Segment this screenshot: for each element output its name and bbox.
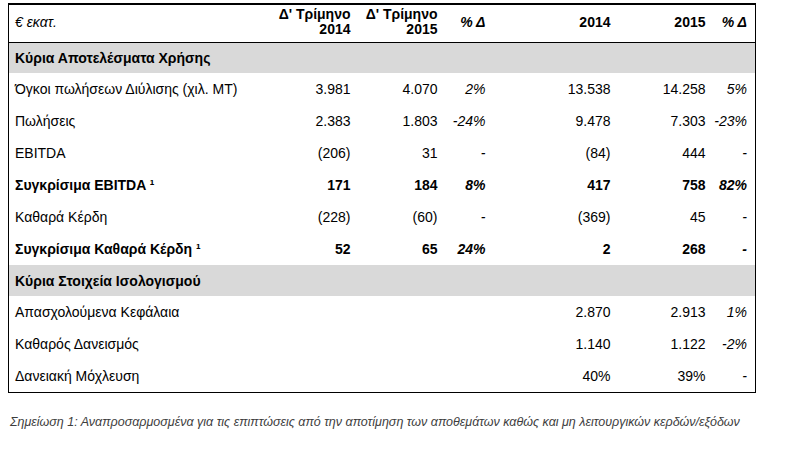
- col-header-pct-change-year: % Δ: [714, 4, 756, 42]
- value-cell: 2.870: [494, 296, 619, 328]
- value-cell: 4.070: [359, 73, 446, 105]
- value-cell: 1%: [714, 296, 756, 328]
- value-cell: 8%: [446, 169, 494, 201]
- section-row: Κύρια Στοιχεία Ισολογισμού: [9, 265, 756, 296]
- value-cell: -2%: [714, 328, 756, 360]
- row-label: Συγκρίσιμα Καθαρά Κέρδη ¹: [9, 233, 261, 265]
- value-cell: -: [446, 137, 494, 169]
- col-header-q4-2015-line1: Δ' Τρίμηνο: [359, 7, 438, 22]
- value-cell: 14.258: [619, 73, 714, 105]
- row-label: Καθαρά Κέρδη: [9, 201, 261, 233]
- value-cell: -: [446, 201, 494, 233]
- col-header-fy-2014: 2014: [494, 4, 619, 42]
- value-cell: [359, 328, 446, 360]
- table-row: Απασχολούμενα Κεφάλαια 2.8702.9131%: [9, 296, 756, 328]
- value-cell: 2%: [446, 73, 494, 105]
- table-row: Συγκρίσιμα EBITDA ¹1711848%41775882%: [9, 169, 756, 201]
- table-row: Δανειακή Μόχλευση 40%39%-: [9, 360, 756, 392]
- section-label: Κύρια Στοιχεία Ισολογισμού: [9, 265, 756, 296]
- col-header-pct-change-quarter: % Δ: [446, 4, 494, 42]
- value-cell: 65: [359, 233, 446, 265]
- value-cell: 1.140: [494, 328, 619, 360]
- value-cell: 3.981: [261, 73, 359, 105]
- value-cell: -: [714, 360, 756, 392]
- value-cell: 24%: [446, 233, 494, 265]
- value-cell: 45: [619, 201, 714, 233]
- value-cell: 13.538: [494, 73, 619, 105]
- value-cell: 171: [261, 169, 359, 201]
- table-header: € εκατ. Δ' Τρίμηνο 2014 Δ' Τρίμηνο 2015 …: [9, 4, 756, 42]
- header-row: € εκατ. Δ' Τρίμηνο 2014 Δ' Τρίμηνο 2015 …: [9, 4, 756, 42]
- value-cell: 82%: [714, 169, 756, 201]
- value-cell: (60): [359, 201, 446, 233]
- footnote: Σημείωση 1: Αναπροσαρμοσμένα για τις επι…: [10, 415, 740, 429]
- value-cell: 40%: [494, 360, 619, 392]
- row-label: Απασχολούμενα Κεφάλαια: [9, 296, 261, 328]
- value-cell: (369): [494, 201, 619, 233]
- value-cell: 184: [359, 169, 446, 201]
- row-label: Όγκοι πωλήσεων Διύλισης (χιλ. ΜΤ): [9, 73, 261, 105]
- value-cell: (206): [261, 137, 359, 169]
- row-label: EBITDA: [9, 137, 261, 169]
- col-header-q4-2014-line2: 2014: [261, 22, 351, 37]
- col-header-q4-2014: Δ' Τρίμηνο 2014: [261, 4, 359, 42]
- col-header-fy-2015: 2015: [619, 4, 714, 42]
- table-row: Καθαρά Κέρδη(228)(60)-(369)45-: [9, 201, 756, 233]
- value-cell: 5%: [714, 73, 756, 105]
- value-cell: 1.803: [359, 105, 446, 137]
- table-row: Πωλήσεις2.3831.803-24%9.4787.303-23%: [9, 105, 756, 137]
- value-cell: 758: [619, 169, 714, 201]
- value-cell: 1.122: [619, 328, 714, 360]
- row-label: Δανειακή Μόχλευση: [9, 360, 261, 392]
- value-cell: -: [714, 233, 756, 265]
- value-cell: [261, 328, 359, 360]
- col-header-q4-2015: Δ' Τρίμηνο 2015: [359, 4, 446, 42]
- value-cell: 268: [619, 233, 714, 265]
- value-cell: -24%: [446, 105, 494, 137]
- value-cell: [446, 360, 494, 392]
- value-cell: 2.383: [261, 105, 359, 137]
- value-cell: 2.913: [619, 296, 714, 328]
- table-row: Καθαρός Δανεισμός 1.1401.122-2%: [9, 328, 756, 360]
- unit-label: € εκατ.: [9, 4, 261, 42]
- financial-results-page: € εκατ. Δ' Τρίμηνο 2014 Δ' Τρίμηνο 2015 …: [0, 0, 792, 458]
- row-label: Καθαρός Δανεισμός: [9, 328, 261, 360]
- value-cell: [446, 296, 494, 328]
- table-row: Συγκρίσιμα Καθαρά Κέρδη ¹526524%2268-: [9, 233, 756, 265]
- value-cell: 444: [619, 137, 714, 169]
- table-row: EBITDA(206)31-(84)444-: [9, 137, 756, 169]
- value-cell: -: [714, 201, 756, 233]
- value-cell: [359, 296, 446, 328]
- value-cell: 31: [359, 137, 446, 169]
- section-row: Κύρια Αποτελέσματα Χρήσης: [9, 42, 756, 73]
- value-cell: [261, 296, 359, 328]
- value-cell: [446, 328, 494, 360]
- value-cell: [261, 360, 359, 392]
- value-cell: (84): [494, 137, 619, 169]
- table-row: Όγκοι πωλήσεων Διύλισης (χιλ. ΜΤ)3.9814.…: [9, 73, 756, 105]
- value-cell: 417: [494, 169, 619, 201]
- value-cell: 7.303: [619, 105, 714, 137]
- row-label: Συγκρίσιμα EBITDA ¹: [9, 169, 261, 201]
- row-label: Πωλήσεις: [9, 105, 261, 137]
- value-cell: 2: [494, 233, 619, 265]
- value-cell: -23%: [714, 105, 756, 137]
- financial-results-table: € εκατ. Δ' Τρίμηνο 2014 Δ' Τρίμηνο 2015 …: [8, 3, 756, 393]
- section-label: Κύρια Αποτελέσματα Χρήσης: [9, 42, 756, 73]
- value-cell: (228): [261, 201, 359, 233]
- value-cell: 9.478: [494, 105, 619, 137]
- value-cell: 39%: [619, 360, 714, 392]
- value-cell: -: [714, 137, 756, 169]
- col-header-q4-2015-line2: 2015: [359, 22, 438, 37]
- col-header-q4-2014-line1: Δ' Τρίμηνο: [261, 7, 351, 22]
- value-cell: [359, 360, 446, 392]
- table-body: Κύρια Αποτελέσματα ΧρήσηςΌγκοι πωλήσεων …: [9, 42, 756, 392]
- value-cell: 52: [261, 233, 359, 265]
